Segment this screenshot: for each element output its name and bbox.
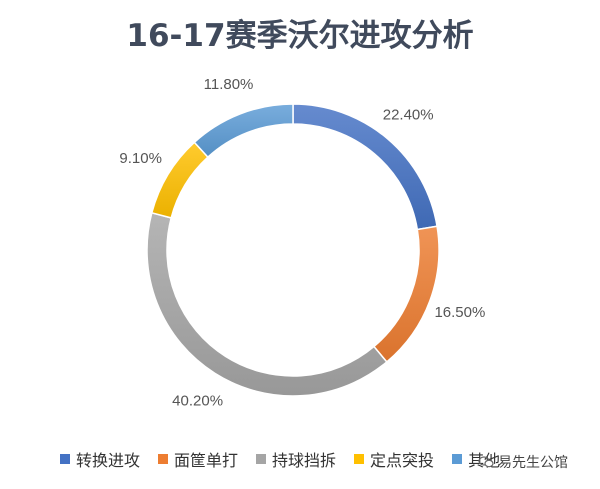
- legend-swatch: [354, 454, 365, 464]
- legend-item-spot-up: 定点突投: [354, 447, 434, 471]
- legend-swatch: [452, 454, 463, 464]
- legend-label: 定点突投: [370, 451, 435, 470]
- legend-swatch: [60, 454, 70, 464]
- label-face-up: 16.50%: [434, 304, 485, 321]
- legend-label: 持球挡拆: [272, 451, 337, 470]
- label-transition: 22.40%: [383, 106, 434, 123]
- watermark-text: 易先生公馆: [498, 455, 568, 471]
- legend-label: 转换进攻: [76, 451, 141, 470]
- slice-face-up: [372, 225, 440, 363]
- chat-bubble-icon: [478, 456, 494, 468]
- legend-item-pick-and-roll: 持球挡拆: [256, 447, 336, 471]
- slice-other: [193, 103, 294, 159]
- legend-label: 面筐单打: [174, 451, 239, 470]
- watermark: 易先生公馆: [478, 452, 568, 472]
- label-spot-up: 9.10%: [119, 150, 162, 167]
- slice-pick-and-roll: [146, 211, 388, 397]
- legend-swatch: [158, 454, 169, 464]
- legend-item-transition: 转换进攻: [60, 447, 140, 471]
- legend-item-face-up: 面筐单打: [158, 447, 238, 471]
- chart-title: 16-17赛季沃尔进攻分析: [126, 18, 474, 54]
- legend: 转换进攻 面筐单打 持球挡拆 定点突投 其他: [60, 444, 518, 474]
- legend-swatch: [256, 454, 267, 464]
- label-pick-and-roll: 40.20%: [172, 392, 223, 409]
- label-other: 11.80%: [204, 76, 254, 93]
